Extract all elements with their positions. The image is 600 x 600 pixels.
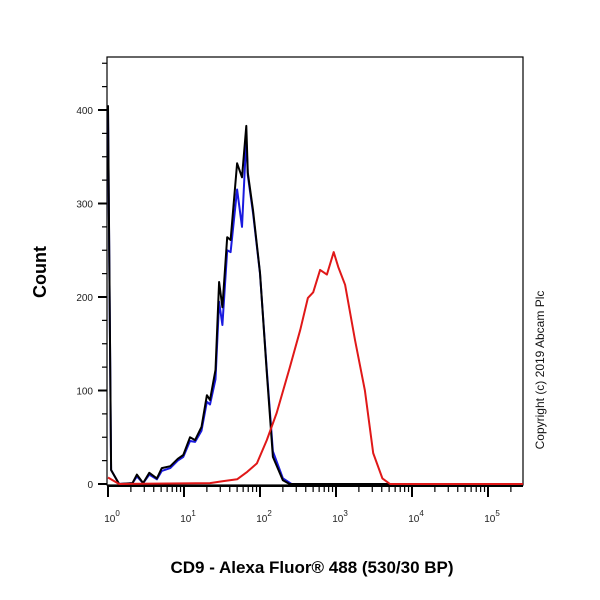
series-line-2 [107, 105, 523, 485]
x-tick-label: 105 [484, 509, 500, 525]
series-line-1 [107, 109, 523, 485]
y-tick-label: 100 [76, 387, 93, 398]
y-tick-label: 0 [87, 480, 93, 491]
x-axis: 100 101 102 103 104 105 [104, 485, 523, 525]
plot-frame [106, 56, 524, 486]
y-axis-title: Count [30, 246, 50, 298]
series-line-3 [107, 251, 523, 485]
x-tick-label: 104 [408, 509, 424, 525]
series-group [107, 105, 523, 485]
x-tick-label: 100 [104, 509, 120, 525]
x-tick-label: 103 [332, 509, 348, 525]
y-axis: 0 100 200 300 400 [76, 62, 107, 491]
x-axis-title: CD9 - Alexa Fluor® 488 (530/30 BP) [170, 558, 453, 577]
x-tick-label: 102 [256, 509, 272, 525]
copyright-watermark: Copyright (c) 2019 Abcam Plc [533, 291, 547, 450]
y-tick-label: 300 [76, 200, 93, 211]
x-tick-label: 101 [180, 509, 196, 525]
y-tick-label: 400 [76, 106, 93, 117]
y-tick-label: 200 [76, 293, 93, 304]
